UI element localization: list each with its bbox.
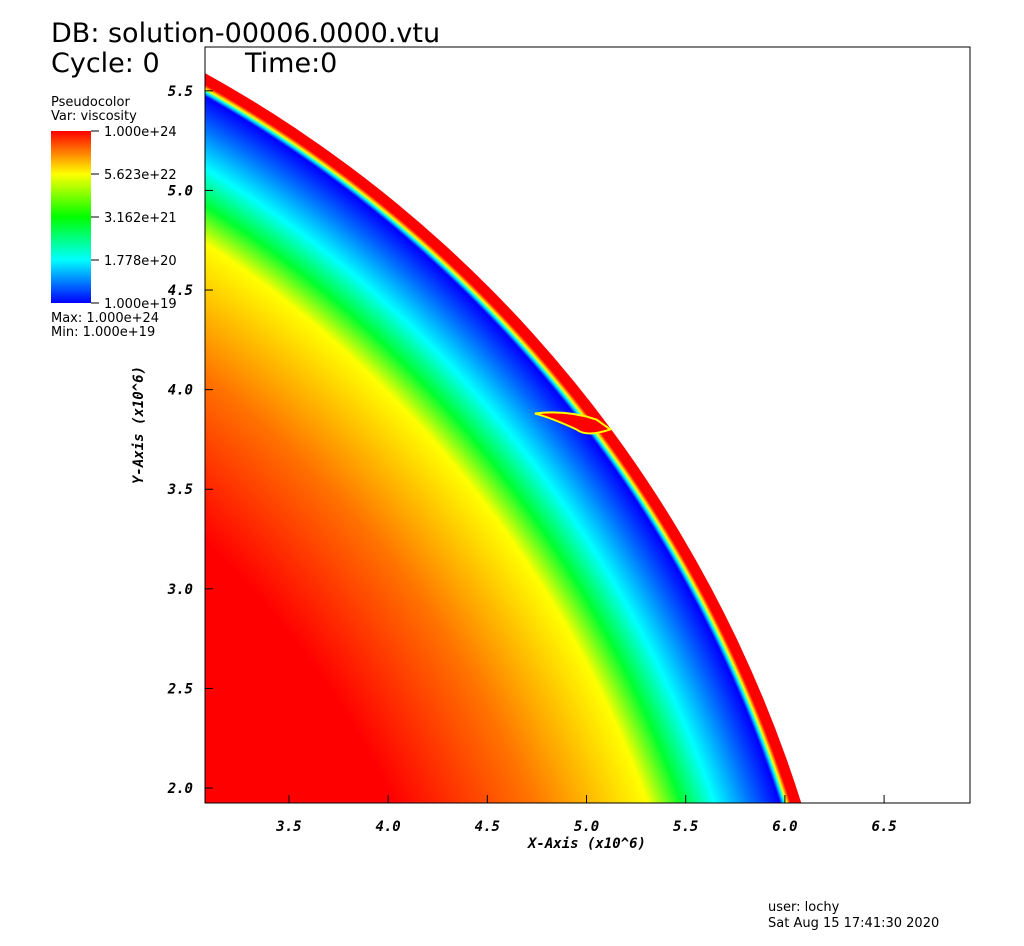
y-tick-label: 2.0 (167, 781, 193, 797)
colorbar (51, 131, 91, 303)
y-tick-label: 3.0 (167, 582, 193, 598)
x-tick-label: 4.5 (475, 819, 500, 835)
x-tick-label: 5.0 (574, 819, 599, 835)
x-tick-label: 5.5 (673, 819, 698, 835)
x-tick-label: 3.5 (275, 819, 301, 835)
feature (534, 411, 613, 435)
y-tick-label: 4.0 (168, 383, 193, 399)
colorbar-label: 5.623e+22 (104, 168, 177, 183)
colorbar-label: 1.000e+24 (104, 125, 177, 140)
y-tick-label: 5.5 (168, 84, 193, 100)
colorbar-label: 1.000e+19 (104, 297, 177, 312)
x-axis-label: X-Axis (x10^6) (527, 836, 646, 852)
time: Time:0 (244, 48, 337, 79)
user: user: lochy (768, 900, 840, 915)
field (205, 73, 801, 803)
x-tick-label: 4.0 (375, 819, 400, 835)
title: DB: solution-00006.0000.vtu (51, 18, 440, 49)
min-text: Min: 1.000e+19 (51, 325, 155, 340)
y-tick-label: 3.5 (167, 482, 193, 498)
y-tick-label: 5.0 (168, 183, 193, 199)
y-tick-label: 4.5 (168, 283, 193, 299)
plot-area (205, 73, 801, 803)
plot-frame (204, 46, 971, 804)
legend-var: Var: viscosity (51, 109, 137, 124)
x-tick-label: 6.5 (871, 819, 896, 835)
max-text: Max: 1.000e+24 (51, 311, 159, 326)
x-tick-label: 6.0 (772, 819, 797, 835)
colorbar-label: 3.162e+21 (104, 211, 177, 226)
legend-title: Pseudocolor (51, 95, 130, 110)
cycle: Cycle: 0 (51, 48, 160, 79)
date: Sat Aug 15 17:41:30 2020 (768, 916, 939, 931)
colorbar-label: 1.778e+20 (104, 254, 177, 269)
y-tick-label: 2.5 (167, 681, 193, 697)
y-axis-label: Y-Axis (x10^6) (131, 366, 147, 484)
